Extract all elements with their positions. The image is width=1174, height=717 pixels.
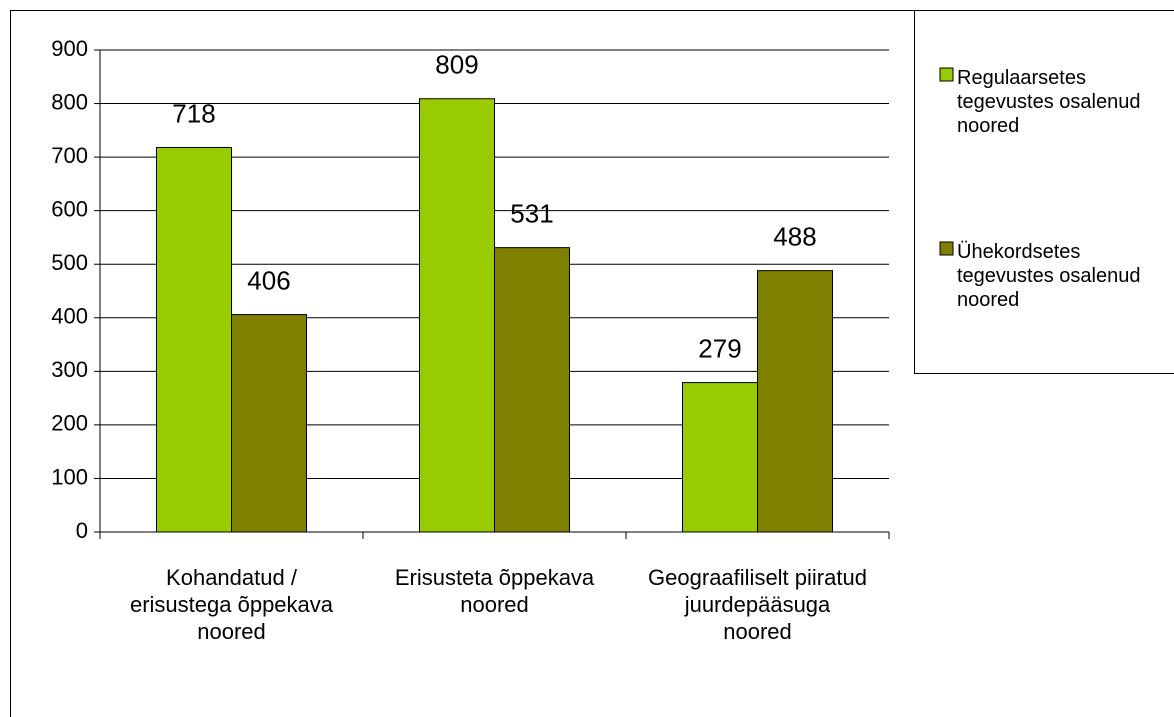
bar [231, 314, 307, 533]
data-label: 488 [773, 222, 816, 252]
x-tick-label: Kohandatud / erisustega õppekava noored [129, 565, 334, 644]
legend-swatch [939, 67, 954, 82]
x-tick-label: Erisusteta õppekava noored [394, 565, 595, 617]
legend-box [914, 10, 1174, 374]
legend-label: Regulaarsetes tegevustes osalenud noored [957, 67, 1141, 137]
x-tick-label: Geograafiliselt piiratud juurdepääsuga n… [648, 565, 867, 644]
y-tick-label: 800 [51, 89, 88, 114]
legend-swatch [939, 241, 954, 256]
bar [682, 382, 758, 533]
data-label: 718 [172, 98, 215, 128]
y-tick-label: 500 [51, 250, 88, 275]
bar [156, 146, 232, 533]
data-label: 406 [247, 265, 290, 295]
y-tick-label: 900 [51, 36, 88, 61]
y-tick-label: 600 [51, 196, 88, 221]
chart-frame [10, 10, 1174, 717]
data-label: 809 [435, 50, 478, 80]
bar [757, 270, 833, 533]
legend-label: Ühekordsetes tegevustes osalenud noored [957, 241, 1141, 311]
data-label: 279 [698, 333, 741, 363]
y-tick-label: 100 [51, 464, 88, 489]
bar [494, 247, 570, 533]
y-tick-label: 200 [51, 411, 88, 436]
data-label: 531 [510, 198, 553, 228]
bar [419, 98, 495, 533]
y-tick-label: 0 [76, 518, 88, 543]
y-tick-label: 700 [51, 143, 88, 168]
y-tick-label: 400 [51, 304, 88, 329]
y-tick-label: 300 [51, 357, 88, 382]
